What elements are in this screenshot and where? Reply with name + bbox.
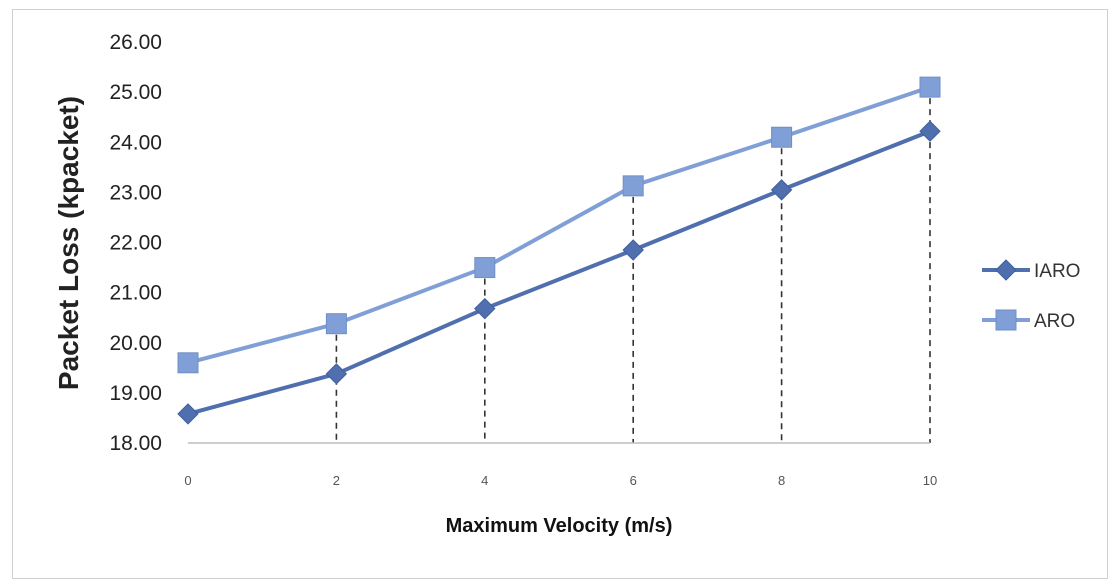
y-tick-label: 21.00: [109, 282, 162, 305]
legend-marker: [995, 309, 1017, 331]
legend-label: ARO: [1034, 311, 1075, 332]
data-point-iaro: [474, 297, 496, 320]
y-tick-label: 23.00: [109, 181, 162, 204]
y-tick-label: 19.00: [109, 382, 162, 405]
x-tick-label: 6: [630, 473, 637, 488]
data-point-aro: [325, 313, 347, 335]
data-point-aro: [622, 175, 644, 197]
data-point-iaro: [325, 363, 348, 385]
data-point-iaro: [770, 179, 793, 201]
legend-marker: [995, 259, 1017, 281]
legend: IARO ARO: [982, 259, 1080, 332]
x-axis-ticks: 0 2 4 6 8 10: [184, 473, 937, 488]
y-axis-ticks: 18.00 19.00 20.00 21.00 22.00 23.00 24.00 25.00…: [109, 31, 162, 455]
data-point-aro: [177, 352, 199, 374]
x-tick-label: 8: [778, 473, 785, 488]
y-axis-label: Packet Loss (kpacket): [53, 96, 84, 390]
x-axis-label: Maximum Velocity (m/s): [446, 515, 673, 537]
x-tick-label: 2: [333, 473, 340, 488]
x-tick-label: 0: [184, 473, 191, 488]
data-point-iaro: [177, 403, 199, 425]
series-line-aro: [187, 85, 931, 365]
y-tick-label: 18.00: [109, 432, 162, 455]
y-tick-label: 26.00: [109, 31, 162, 54]
data-point-iaro: [622, 239, 644, 261]
data-point-aro: [474, 257, 496, 279]
legend-item-aro: ARO: [982, 309, 1075, 332]
series-line-iaro: [187, 129, 931, 416]
series-aro: [177, 76, 941, 374]
data-point-iaro: [919, 120, 941, 142]
legend-item-iaro: IARO: [982, 259, 1080, 282]
x-tick-label: 10: [923, 473, 937, 488]
series-layer: [177, 76, 941, 425]
data-point-aro: [771, 126, 793, 148]
series-iaro: [177, 120, 941, 425]
y-tick-label: 20.00: [109, 332, 162, 355]
y-tick-label: 24.00: [109, 131, 162, 154]
drop-lines: [335, 87, 931, 443]
y-tick-label: 22.00: [109, 232, 162, 255]
legend-label: IARO: [1034, 261, 1080, 282]
x-tick-label: 4: [481, 473, 488, 488]
y-tick-label: 25.00: [109, 81, 162, 104]
data-point-aro: [919, 76, 941, 98]
